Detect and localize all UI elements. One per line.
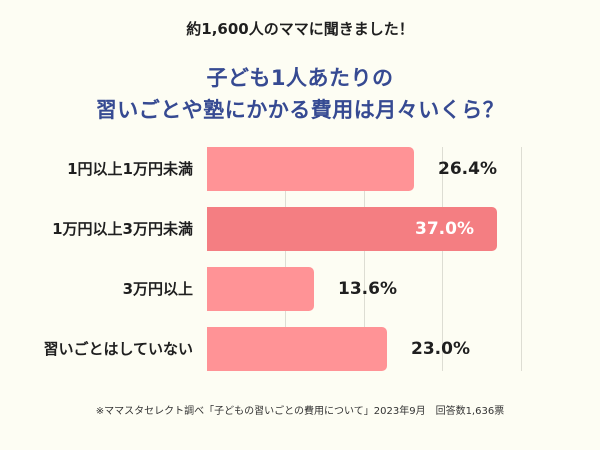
- category-label: 1円以上1万円未満: [67, 160, 193, 178]
- value-label: 13.6%: [338, 279, 397, 299]
- bar: [207, 327, 387, 371]
- chart-title-line1: 子ども1人あたりの: [206, 66, 394, 90]
- value-label: 26.4%: [438, 159, 497, 179]
- bar: [207, 267, 314, 311]
- value-label: 23.0%: [411, 339, 470, 359]
- bar: [207, 147, 414, 191]
- gridline: [285, 147, 286, 371]
- chart-subtitle: 約1,600人のママに聞きました！: [186, 20, 414, 38]
- gridline: [521, 147, 522, 371]
- value-label: 37.0%: [415, 219, 474, 239]
- category-label: 習いごとはしていない: [43, 340, 193, 358]
- chart-title-line2: 習いごとや塾にかかる費用は月々いくら？: [95, 98, 505, 122]
- gridline: [442, 147, 443, 371]
- gridline: [364, 147, 365, 371]
- category-label: 1万円以上3万円未満: [52, 220, 193, 238]
- bar: [207, 207, 497, 251]
- category-label: 3万円以上: [122, 280, 193, 298]
- source-note: ※ママスタセレクト調べ「子どもの習いごとの費用について」2023年9月 回答数1…: [95, 406, 505, 417]
